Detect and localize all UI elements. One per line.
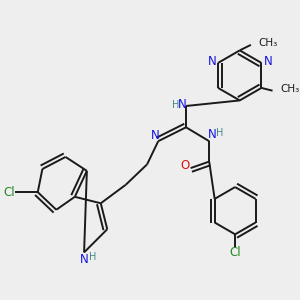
Text: H: H	[172, 100, 179, 110]
Text: CH₃: CH₃	[280, 84, 300, 94]
Text: N: N	[151, 129, 160, 142]
Text: H: H	[216, 128, 224, 138]
Text: O: O	[180, 159, 189, 172]
Text: Cl: Cl	[229, 246, 241, 260]
Text: N: N	[264, 55, 273, 68]
Text: Cl: Cl	[3, 186, 15, 199]
Text: CH₃: CH₃	[259, 38, 278, 48]
Text: H: H	[89, 252, 96, 262]
Text: N: N	[178, 98, 187, 111]
Text: N: N	[208, 128, 216, 141]
Text: N: N	[208, 55, 217, 68]
Text: N: N	[80, 253, 89, 266]
